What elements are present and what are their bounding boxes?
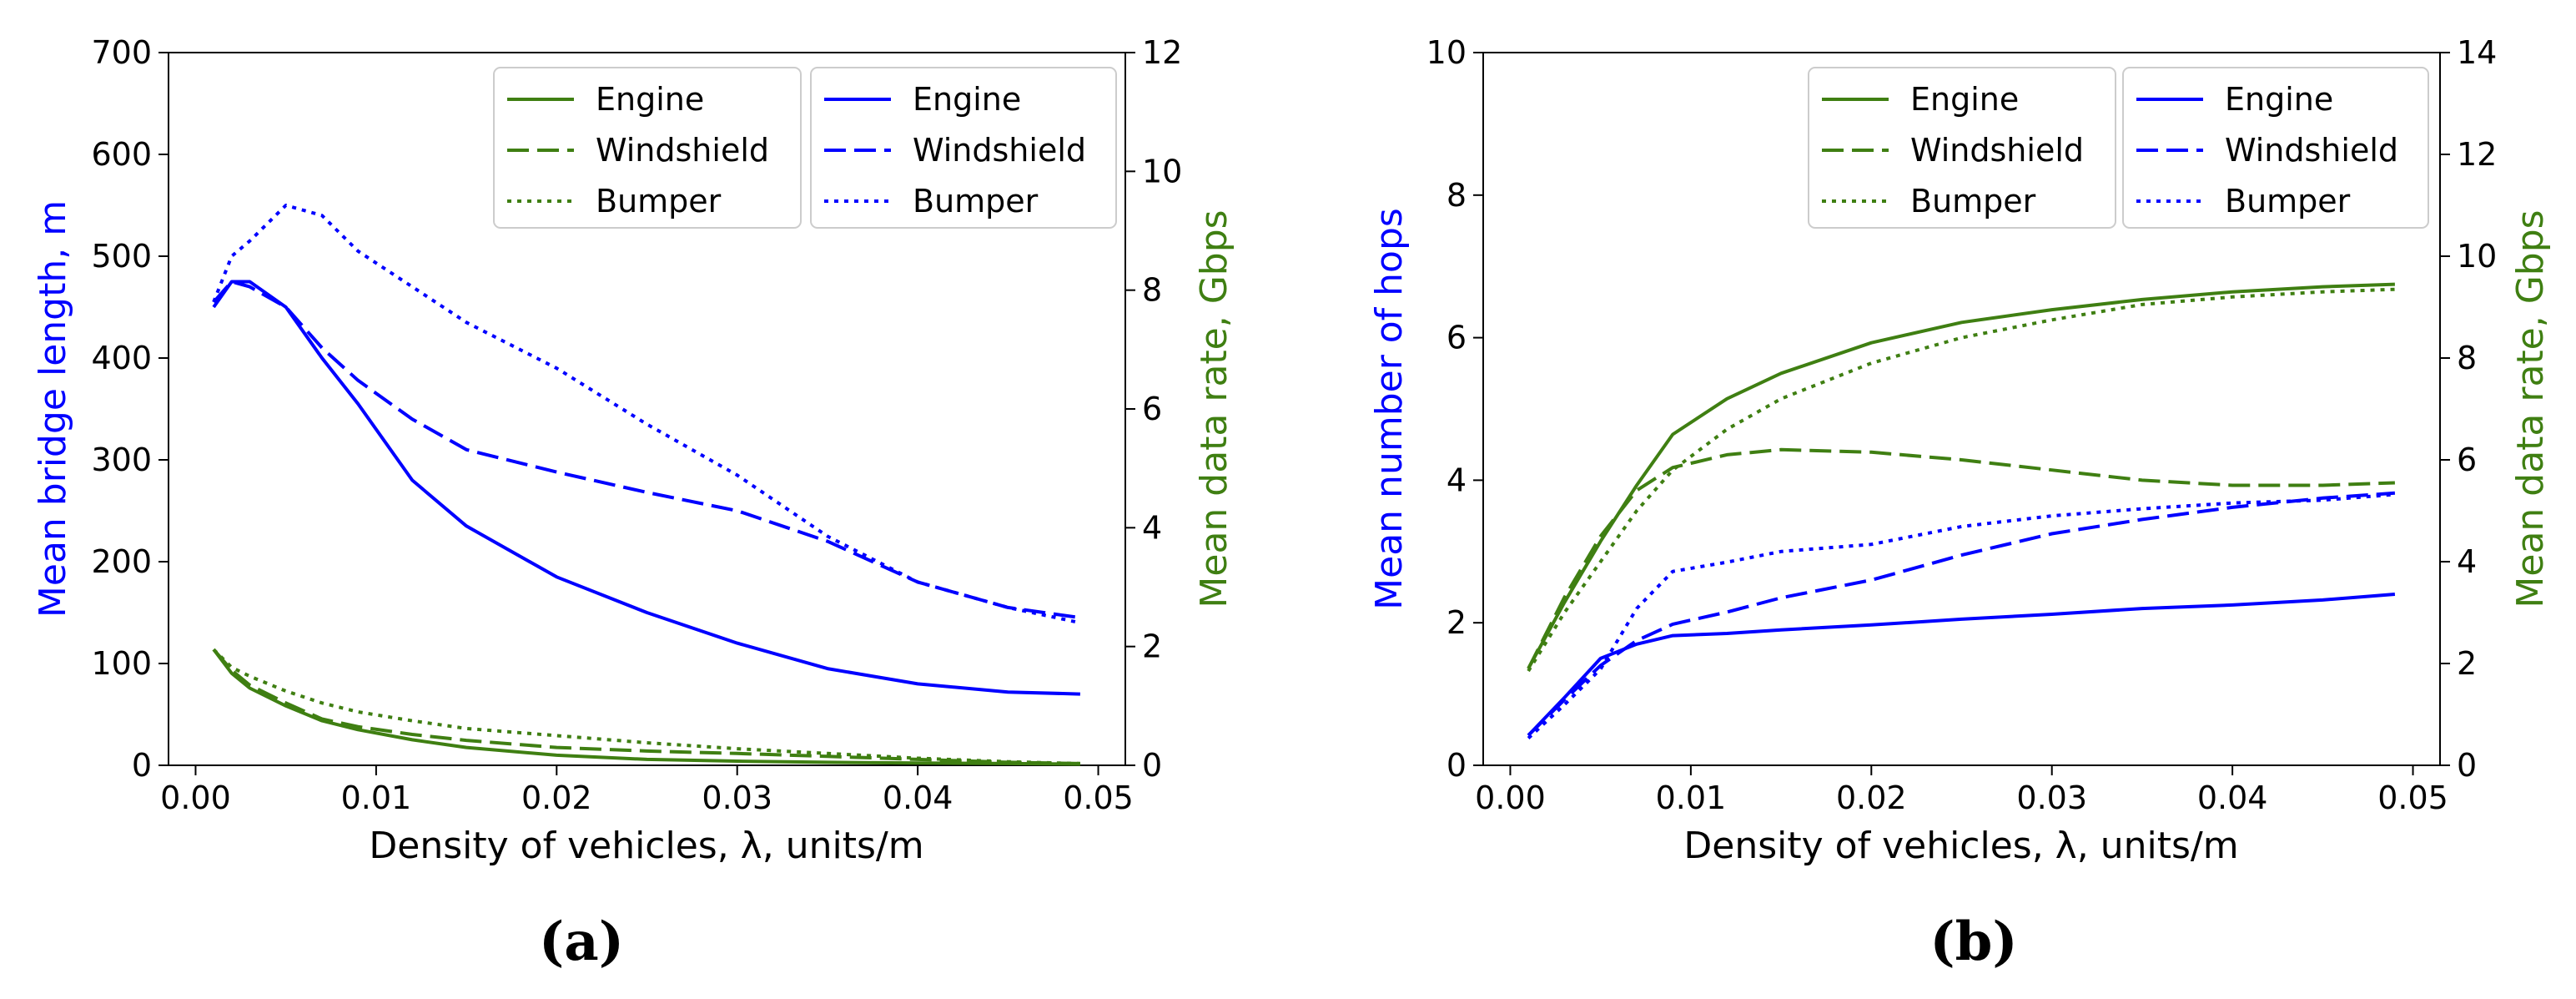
- y-tick-label-left: 4: [1446, 462, 1467, 498]
- legend-box-blue-a: [810, 67, 1117, 229]
- x-tick-label: 0.05: [2377, 780, 2448, 816]
- legend-box-green-a: [493, 67, 802, 229]
- caption-b: (b): [1929, 911, 2017, 973]
- x-tick-label: 0.03: [2016, 780, 2087, 816]
- series-line-green-engine-b: [1527, 282, 2395, 670]
- legend-label-bumper: Bumper: [913, 183, 1039, 219]
- series-line-blue-engine-b: [1527, 593, 2396, 737]
- series-line-blue-engine-a: [212, 280, 1080, 696]
- x-tick-label: 0.04: [883, 780, 953, 816]
- y-tick-label-right: 12: [1142, 34, 1182, 71]
- y-tick-label-right: 4: [1142, 509, 1162, 546]
- series-line-green-engine-a: [212, 648, 1080, 766]
- plot-area-b: [1482, 52, 2441, 766]
- legend-label-bumper: Bumper: [596, 183, 722, 219]
- legend-label-windshield: Windshield: [1910, 132, 2084, 169]
- x-tick-label: 0.01: [341, 780, 412, 816]
- y-tick-label-right: 8: [2457, 340, 2477, 376]
- series-line-green-windshield-a: [212, 648, 1080, 765]
- legend-label-engine: Engine: [596, 81, 704, 118]
- legend-box-green-b: [1808, 67, 2116, 229]
- y-tick-label-right: 10: [1142, 153, 1182, 189]
- ticks-group-b: 0.00 0.01 0.02 0.03 0.04 0.050246810024681012…: [1426, 34, 2498, 816]
- y-tick-label-left: 400: [91, 340, 152, 376]
- y-axis-label-left-b: Mean number of hops: [1368, 208, 1411, 610]
- y-tick-label-left: 0: [132, 747, 152, 784]
- y-tick-label-right: 2: [1142, 628, 1162, 665]
- legend-box-blue-b: [2122, 67, 2429, 229]
- series-group-a: [212, 204, 1081, 766]
- y-tick-label-right: 8: [1142, 272, 1162, 309]
- ticks-group-a: 0.00 0.01 0.02 0.03 0.04 0.050100200300400500…: [91, 34, 1182, 816]
- x-axis-label-a: Density of vehicles, λ, units/m: [369, 825, 923, 867]
- y-tick-label-left: 0: [1446, 747, 1467, 784]
- x-tick-label: 0.03: [702, 780, 772, 816]
- series-line-blue-bumper-b: [1527, 492, 2396, 739]
- legend-label-engine: Engine: [1910, 81, 2019, 118]
- panel-a: 0.00 0.01 0.02 0.03 0.04 0.050100200300400500…: [32, 34, 1235, 973]
- y-tick-label-right: 0: [1142, 747, 1162, 784]
- series-line-blue-windshield-a: [212, 280, 1081, 620]
- legend-label-engine: Engine: [913, 81, 1021, 118]
- y-axis-label-left-a: Mean bridge length, m: [32, 200, 74, 618]
- series-line-green-windshield-b: [1527, 447, 2395, 670]
- y-tick-label-right: 6: [1142, 391, 1162, 427]
- x-tick-label: 0.02: [521, 780, 592, 816]
- legend-label-windshield: Windshield: [596, 132, 769, 169]
- legend-label-bumper: Bumper: [1910, 183, 2036, 219]
- x-tick-label: 0.01: [1656, 780, 1727, 816]
- y-tick-label-left: 100: [91, 645, 152, 682]
- legend-group-b: Engine Windshield Bumper Engine Windshield Bu…: [1808, 67, 2429, 229]
- y-tick-label-right: 14: [2457, 34, 2497, 71]
- y-tick-label-right: 12: [2457, 136, 2497, 173]
- x-tick-label: 0.00: [1475, 780, 1546, 816]
- series-group-b: [1527, 282, 2396, 739]
- legend-label-windshield: Windshield: [2225, 132, 2398, 169]
- y-tick-label-left: 600: [91, 136, 152, 173]
- x-axis-label-b: Density of vehicles, λ, units/m: [1683, 825, 2238, 867]
- y-tick-label-left: 500: [91, 238, 152, 275]
- y-axis-label-right-b: Mean data rate, Gbps: [2509, 209, 2552, 608]
- x-tick-label: 0.05: [1063, 780, 1134, 816]
- x-tick-label: 0.04: [2197, 780, 2268, 816]
- series-line-blue-windshield-b: [1527, 491, 2396, 737]
- y-tick-label-right: 6: [2457, 441, 2477, 478]
- series-line-green-bumper-b: [1527, 287, 2395, 673]
- panel-b: 0.00 0.01 0.02 0.03 0.04 0.050246810024681012…: [1368, 34, 2552, 973]
- y-tick-label-right: 4: [2457, 543, 2477, 580]
- series-line-green-bumper-a: [212, 648, 1080, 765]
- y-tick-label-right: 2: [2457, 645, 2477, 682]
- x-tick-label: 0.00: [160, 780, 231, 816]
- y-tick-label-left: 200: [91, 543, 152, 580]
- x-tick-label: 0.02: [1836, 780, 1907, 816]
- y-tick-label-left: 700: [91, 34, 152, 71]
- series-line-blue-bumper-a: [212, 204, 1081, 625]
- y-tick-label-right: 10: [2457, 238, 2497, 275]
- legend-group-a: Engine Windshield Bumper Engine Windshield Bu…: [493, 67, 1117, 229]
- y-tick-label-right: 0: [2457, 747, 2477, 784]
- y-tick-label-left: 300: [91, 441, 152, 478]
- y-tick-label-left: 10: [1426, 34, 1467, 71]
- legend-label-bumper: Bumper: [2225, 183, 2351, 219]
- y-axis-label-right-a: Mean data rate, Gbps: [1193, 209, 1235, 608]
- y-tick-label-left: 2: [1446, 604, 1467, 641]
- legend-label-engine: Engine: [2225, 81, 2333, 118]
- y-tick-label-left: 6: [1446, 320, 1467, 356]
- legend-label-windshield: Windshield: [913, 132, 1086, 169]
- caption-a: (a): [539, 911, 624, 973]
- y-tick-label-left: 8: [1446, 177, 1467, 214]
